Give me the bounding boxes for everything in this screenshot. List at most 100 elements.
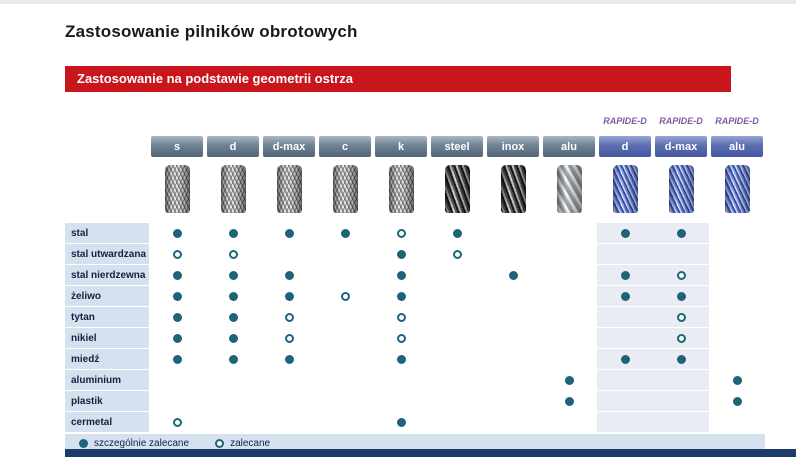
row-label: cermetal	[65, 412, 149, 432]
cell-alu	[541, 286, 597, 306]
cell-rapide-alu	[709, 412, 765, 432]
cell-d	[205, 370, 261, 390]
cell-rapide-d-max	[653, 244, 709, 264]
cell-d-max	[261, 223, 317, 243]
cell-inox	[485, 286, 541, 306]
cell-d-max	[261, 244, 317, 264]
cell-alu	[541, 223, 597, 243]
filled-dot	[172, 291, 182, 301]
filled-dot	[284, 291, 294, 301]
cell-rapide-alu	[709, 307, 765, 327]
column-s: s	[149, 136, 205, 157]
column-header-inox: inox	[487, 136, 539, 157]
cell-steel	[429, 328, 485, 348]
tool-cell-rapide-d	[597, 165, 653, 213]
column-rapide-alu: alu	[709, 136, 765, 157]
filled-dot	[620, 291, 630, 301]
filled-dot	[620, 228, 630, 238]
column-inox: inox	[485, 136, 541, 157]
catalog-page: Zastosowanie pilników obrotowych Zastoso…	[65, 4, 765, 452]
column-header-c: c	[319, 136, 371, 157]
column-c: c	[317, 136, 373, 157]
tool-cell-alu	[541, 165, 597, 213]
column-rapide-d-max: d-max	[653, 136, 709, 157]
section-header: Zastosowanie na podstawie geometrii ostr…	[65, 66, 731, 92]
cell-rapide-d-max	[653, 223, 709, 243]
cell-inox	[485, 265, 541, 285]
cell-k	[373, 370, 429, 390]
tool-images-row	[65, 161, 765, 213]
footer-bar	[65, 449, 796, 457]
cell-d-max	[261, 328, 317, 348]
cell-rapide-alu	[709, 244, 765, 264]
cell-c	[317, 223, 373, 243]
column-header-rapide-d: d	[599, 136, 651, 157]
section-title: Zastosowanie na podstawie geometrii ostr…	[77, 71, 353, 86]
cell-d-max	[261, 412, 317, 432]
open-dot	[676, 333, 686, 343]
tool-cell-rapide-d-max	[653, 165, 709, 213]
legend-bar: szczególnie zalecane zalecane	[65, 434, 765, 452]
cell-s	[149, 328, 205, 348]
cell-inox	[485, 244, 541, 264]
cell-k	[373, 391, 429, 411]
table-row: cermetal	[65, 412, 765, 432]
cell-rapide-d	[597, 391, 653, 411]
cell-inox	[485, 412, 541, 432]
cell-k	[373, 286, 429, 306]
column-header-s: s	[151, 136, 203, 157]
burr-image-rapide-alu	[724, 165, 750, 213]
cell-rapide-alu	[709, 223, 765, 243]
cell-k	[373, 265, 429, 285]
open-dot	[452, 249, 462, 259]
filled-dot	[284, 270, 294, 280]
cell-rapide-alu	[709, 328, 765, 348]
cell-steel	[429, 307, 485, 327]
tool-cell-steel	[429, 165, 485, 213]
filled-dot	[172, 228, 182, 238]
column-header-steel: steel	[431, 136, 483, 157]
tool-cell-d-max	[261, 165, 317, 213]
cell-rapide-alu	[709, 286, 765, 306]
open-dot	[340, 291, 350, 301]
table-body: stal stal utwardzana stal nierdzewna żeliwo…	[65, 223, 765, 432]
cell-d-max	[261, 265, 317, 285]
tool-cell-s	[149, 165, 205, 213]
cell-rapide-alu	[709, 370, 765, 390]
burr-image-inox	[500, 165, 526, 213]
burr-image-d	[220, 165, 246, 213]
cell-rapide-d-max	[653, 370, 709, 390]
open-dot	[172, 417, 182, 427]
open-dot	[172, 249, 182, 259]
table-row: miedź	[65, 349, 765, 369]
column-header-d: d	[207, 136, 259, 157]
cell-c	[317, 244, 373, 264]
cell-rapide-d	[597, 286, 653, 306]
application-table: RAPIDE-D RAPIDE-D RAPIDE-D s d d-max c k steel in…	[65, 114, 765, 432]
filled-dot	[340, 228, 350, 238]
row-label: miedź	[65, 349, 149, 369]
filled-dot	[676, 354, 686, 364]
cell-steel	[429, 370, 485, 390]
filled-dot	[620, 270, 630, 280]
filled-dot	[396, 291, 406, 301]
row-label: żeliwo	[65, 286, 149, 306]
filled-dot	[228, 312, 238, 322]
cell-rapide-d	[597, 307, 653, 327]
cell-rapide-d-max	[653, 412, 709, 432]
burr-image-rapide-d-max	[668, 165, 694, 213]
filled-dot	[620, 354, 630, 364]
burr-image-s	[164, 165, 190, 213]
cell-c	[317, 265, 373, 285]
cell-s	[149, 307, 205, 327]
rapide-label-row: RAPIDE-D RAPIDE-D RAPIDE-D	[65, 114, 765, 128]
cell-inox	[485, 223, 541, 243]
rapide-brand-label: RAPIDE-D	[659, 116, 703, 126]
column-d: d	[205, 136, 261, 157]
cell-rapide-alu	[709, 391, 765, 411]
open-dot	[284, 333, 294, 343]
filled-dot	[452, 228, 462, 238]
tool-cell-c	[317, 165, 373, 213]
filled-dot	[172, 270, 182, 280]
tool-cell-inox	[485, 165, 541, 213]
